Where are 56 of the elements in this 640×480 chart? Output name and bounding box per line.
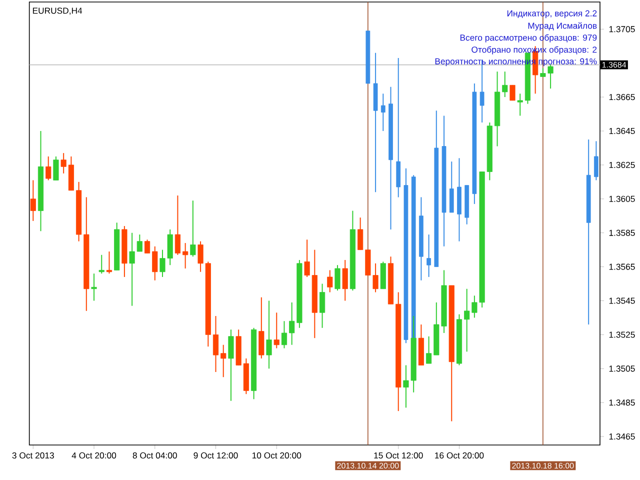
candlestick [426,234,431,278]
x-tick-label: 4 Oct 20:00 [72,452,116,459]
candlestick [517,93,523,116]
candlestick [46,156,52,181]
x-tick-label: 9 Oct 12:00 [194,452,238,459]
x-tick-label: 2013.10.14 20:00 [337,462,399,469]
y-tick-label: 1.3705 [609,26,635,32]
y-tick-label: 1.3565 [609,264,635,270]
candlestick [334,264,340,292]
x-tick-label: 16 Oct 20:00 [435,452,484,459]
text: EURUSD,H4 [32,8,82,15]
y-tick-label: 1.3605 [609,196,635,202]
y-tick-label: 1.3665 [609,94,635,100]
x-tick-label: 15 Oct 12:00 [374,452,423,459]
candlestick [30,180,36,222]
x-tick-label: 2013.10.18 16:00 [512,462,574,469]
candlestick [319,283,326,328]
candlestick [220,344,226,378]
y-tick-label: 1.3645 [609,128,635,134]
ref-line-label: 1.3684 [602,62,626,68]
candlestick [327,270,333,293]
y-tick-label: 1.3625 [609,162,635,168]
candlestick [190,200,196,258]
candlestick [60,152,66,174]
candlestick [274,312,280,349]
candlestick [304,239,310,278]
y-tick-label: 1.3525 [609,332,635,338]
candlestick [594,140,598,181]
candlestick [258,296,264,359]
candlestick [144,239,150,254]
candlestick [358,217,364,250]
x-tick-label: 10 Oct 20:00 [252,452,302,459]
candlestick [266,300,272,370]
candlestick [502,71,508,98]
candlestick [212,316,219,373]
y-tick-label: 1.3585 [609,230,635,236]
x-tick-label: 8 Oct 04:00 [132,452,177,459]
candlestick [510,84,516,101]
candlestick [106,251,112,274]
y-tick-label: 1.3545 [609,298,635,304]
candlestick [380,93,386,132]
y-tick-label: 1.3485 [609,400,635,406]
candlestick [182,242,188,269]
candlestick [281,320,288,349]
candlestick [174,194,180,256]
x-tick-label: 3 Oct 2013 [12,452,54,459]
candlestick [53,156,59,181]
candlestick [91,273,97,302]
candlestick [98,254,104,274]
candlestick [228,329,234,402]
y-tick-label: 1.3465 [609,433,635,440]
candlestick [426,336,432,364]
candlestick [449,161,454,213]
candlestick [342,259,348,302]
candlestick [152,246,158,281]
y-tick-label: 1.3505 [609,366,635,372]
